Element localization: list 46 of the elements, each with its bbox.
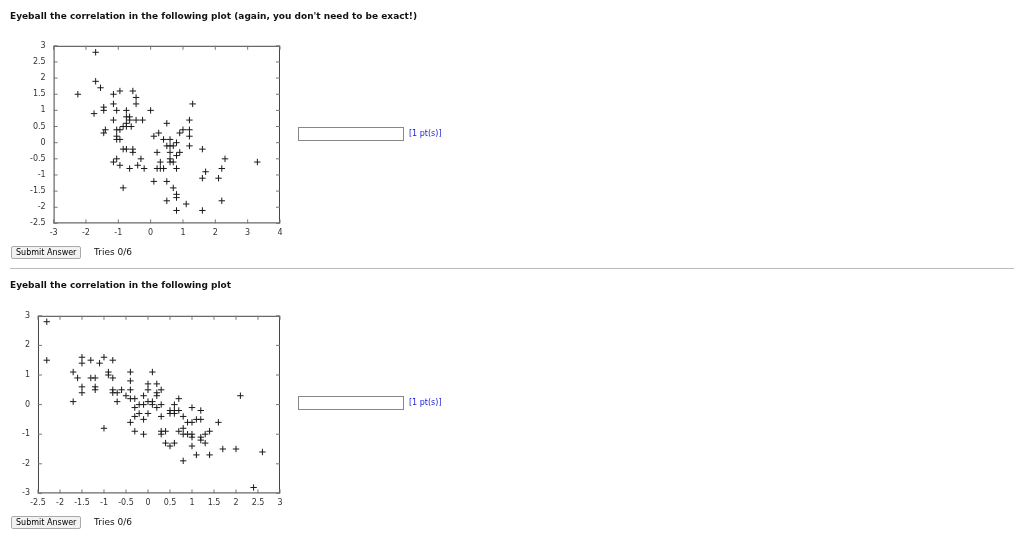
y-tick-label: 2.5 bbox=[32, 57, 46, 67]
text: Tries 0/6 bbox=[94, 517, 132, 527]
y-tick-label: -2 bbox=[37, 202, 46, 212]
y-tick-label: -1 bbox=[37, 170, 46, 180]
x-tick-label: -3 bbox=[49, 228, 58, 238]
text: [1 pt(s)] bbox=[409, 398, 442, 407]
x-tick-label: -0.5 bbox=[118, 498, 134, 508]
y-tick-label: 1 bbox=[40, 105, 46, 115]
x-tick-label: 4 bbox=[277, 228, 283, 238]
y-tick-label: -2.5 bbox=[30, 218, 46, 228]
y-tick-label: 2 bbox=[40, 73, 46, 83]
y-tick-label: 0 bbox=[24, 399, 30, 409]
y-tick-label: -3 bbox=[21, 488, 30, 498]
x-tick-label: 0 bbox=[148, 228, 154, 238]
y-tick-label: -0.5 bbox=[30, 153, 46, 163]
x-tick-label: 2 bbox=[233, 498, 239, 508]
x-tick-label: -2 bbox=[81, 228, 90, 238]
chart-title: Eyeball the correlation in the following plot (again, you don't need to be exact!) bbox=[10, 11, 418, 21]
x-tick-label: 0 bbox=[145, 498, 151, 508]
chart-title: Eyeball the correlation in the following plot bbox=[10, 280, 232, 290]
x-tick-label: 2 bbox=[212, 228, 218, 238]
x-tick-label: 3 bbox=[245, 228, 251, 238]
y-tick-label: 0.5 bbox=[32, 121, 46, 131]
x-tick-label: 0.5 bbox=[163, 498, 177, 508]
y-tick-label: 0 bbox=[40, 137, 46, 147]
y-tick-label: 1.5 bbox=[32, 89, 46, 99]
y-tick-label: -2 bbox=[21, 458, 30, 468]
y-tick-label: 2 bbox=[24, 340, 30, 350]
y-tick-label: 3 bbox=[24, 310, 30, 320]
x-tick-label: 1.5 bbox=[207, 498, 221, 508]
text: Tries 0/6 bbox=[94, 247, 132, 257]
x-tick-label: -1 bbox=[99, 498, 108, 508]
y-tick-label: 3 bbox=[40, 40, 46, 50]
y-tick-label: -1.5 bbox=[30, 186, 46, 196]
submit-button: Submit Answer bbox=[11, 246, 82, 259]
y-tick-label: 1 bbox=[24, 370, 30, 380]
x-tick-label: 1 bbox=[180, 228, 186, 238]
text: [1 pt(s)] bbox=[409, 129, 442, 138]
x-tick-label: -1.5 bbox=[74, 498, 90, 508]
x-tick-label: 3 bbox=[277, 498, 283, 508]
submit-button: Submit Answer bbox=[11, 516, 82, 529]
x-tick-label: 1 bbox=[189, 498, 195, 508]
x-tick-label: -1 bbox=[114, 228, 123, 238]
x-tick-label: -2 bbox=[55, 498, 64, 508]
y-tick-label: -1 bbox=[21, 429, 30, 439]
x-tick-label: 2.5 bbox=[251, 498, 265, 508]
